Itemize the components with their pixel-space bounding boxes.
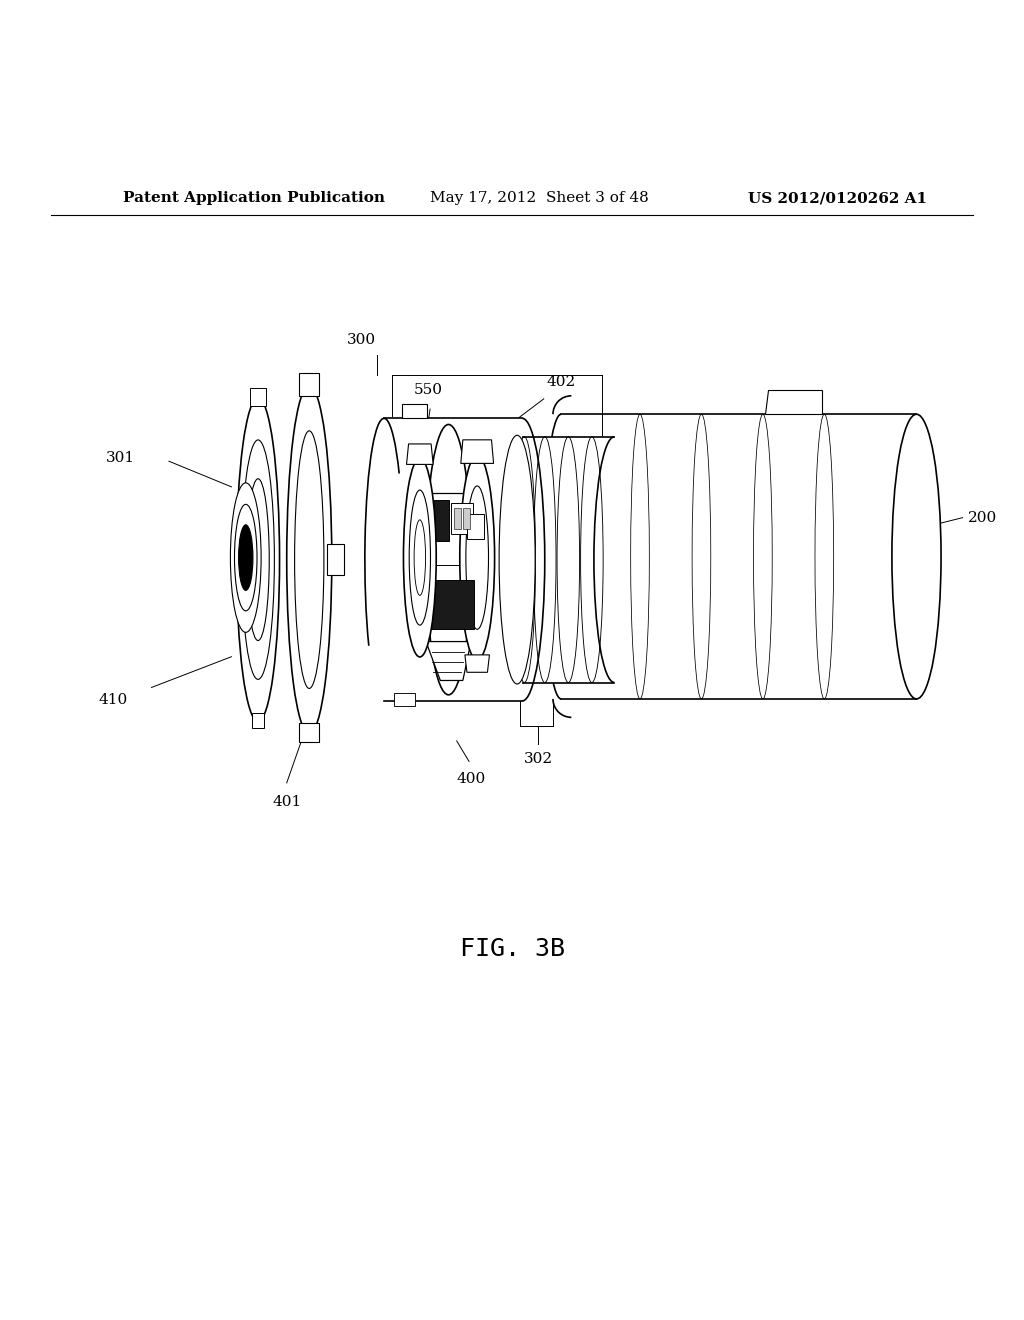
Polygon shape (252, 713, 264, 727)
Polygon shape (407, 444, 433, 465)
Polygon shape (454, 508, 461, 529)
Ellipse shape (295, 430, 324, 689)
Polygon shape (384, 418, 522, 701)
Polygon shape (402, 404, 427, 418)
Ellipse shape (403, 458, 436, 657)
Text: 400: 400 (457, 772, 485, 785)
Text: May 17, 2012  Sheet 3 of 48: May 17, 2012 Sheet 3 of 48 (430, 191, 649, 205)
Text: 200: 200 (968, 511, 997, 524)
Text: Patent Application Publication: Patent Application Publication (123, 191, 385, 205)
Polygon shape (461, 440, 494, 463)
Text: FIG. 3B: FIG. 3B (460, 937, 564, 961)
Ellipse shape (237, 397, 280, 722)
Ellipse shape (287, 385, 332, 734)
Ellipse shape (466, 486, 488, 630)
Polygon shape (510, 437, 614, 682)
Polygon shape (299, 723, 319, 742)
Polygon shape (561, 414, 916, 698)
Ellipse shape (230, 483, 261, 632)
Polygon shape (420, 500, 449, 541)
Polygon shape (465, 655, 489, 672)
Text: US 2012/0120262 A1: US 2012/0120262 A1 (748, 191, 927, 205)
Ellipse shape (499, 436, 536, 684)
Text: 302: 302 (523, 752, 553, 766)
Text: 301: 301 (106, 451, 135, 465)
Polygon shape (394, 693, 415, 706)
Text: 402: 402 (547, 375, 575, 388)
Polygon shape (765, 389, 822, 414)
Text: 300: 300 (347, 333, 376, 347)
Ellipse shape (892, 414, 941, 698)
Text: 410: 410 (98, 693, 127, 706)
Ellipse shape (414, 520, 426, 595)
Polygon shape (451, 503, 473, 535)
Ellipse shape (242, 440, 274, 680)
Text: 401: 401 (272, 795, 301, 809)
Ellipse shape (239, 525, 253, 590)
Polygon shape (467, 513, 484, 539)
Ellipse shape (247, 479, 269, 640)
Ellipse shape (426, 425, 471, 694)
Ellipse shape (410, 490, 430, 626)
Polygon shape (430, 579, 474, 630)
Ellipse shape (460, 455, 495, 660)
Polygon shape (327, 544, 344, 576)
Text: 550: 550 (414, 383, 442, 397)
Polygon shape (426, 642, 471, 681)
Polygon shape (250, 388, 266, 407)
Polygon shape (463, 508, 470, 529)
Ellipse shape (234, 504, 257, 611)
Polygon shape (299, 374, 319, 396)
